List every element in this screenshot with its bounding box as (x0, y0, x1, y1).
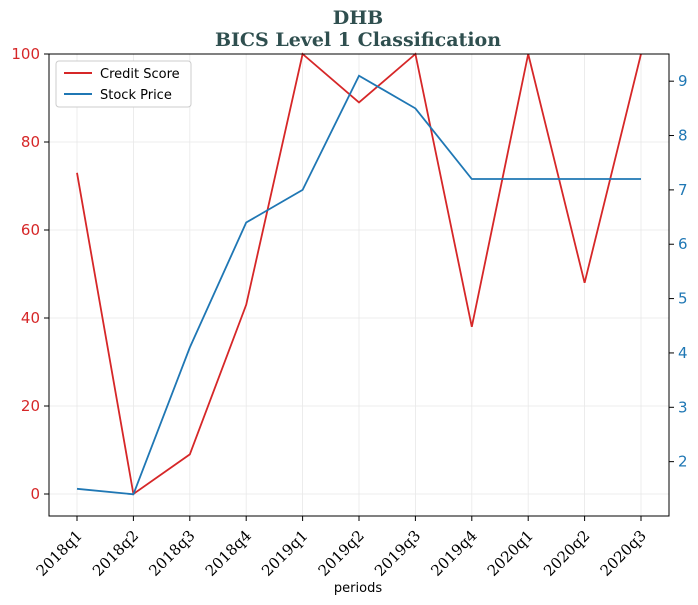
y-tick-label: 20 (21, 397, 40, 415)
y2-tick-label: 8 (678, 127, 688, 145)
chart-title: DHB (333, 7, 384, 29)
legend-label-stock-price: Stock Price (100, 88, 172, 103)
series-line-credit-score (76, 52, 642, 496)
chart-subtitle: BICS Level 1 Classification (215, 29, 501, 51)
x-axis-label: periods (334, 581, 382, 596)
y-tick-label: 80 (21, 133, 40, 151)
x-tick-label: 2019q3 (371, 527, 424, 580)
x-tick-label: 2019q2 (315, 527, 368, 580)
x-tick-label: 2019q4 (427, 527, 480, 580)
y2-tick-label: 6 (678, 235, 688, 253)
x-tick-label: 2020q1 (484, 527, 537, 580)
x-tick-label: 2018q3 (145, 527, 198, 580)
x-tick-label: 2020q3 (597, 527, 650, 580)
y-tick-label: 60 (21, 221, 40, 239)
y-tick-label: 0 (30, 485, 40, 503)
legend: Credit Score Stock Price (55, 60, 192, 108)
y2-tick-label: 9 (678, 72, 688, 90)
legend-label-credit-score: Credit Score (100, 67, 180, 82)
series-line-stock-price (76, 74, 641, 496)
right-y-axis: 2 3 4 5 6 7 8 9 (669, 72, 688, 471)
x-tick-label: 2020q2 (540, 527, 593, 580)
x-tick-label: 2018q4 (202, 527, 255, 580)
grid (49, 53, 669, 516)
y2-tick-label: 3 (678, 398, 688, 416)
x-tick-label: 2019q1 (258, 527, 311, 580)
y-tick-label: 100 (11, 45, 40, 63)
x-axis: 2018q1 2018q2 2018q3 2018q4 2019q1 2019q2 2019… (33, 516, 650, 580)
y2-tick-label: 7 (678, 181, 688, 199)
x-tick-label: 2018q1 (33, 527, 86, 580)
y2-tick-label: 4 (678, 344, 688, 362)
y2-tick-label: 5 (678, 290, 688, 308)
series-lines (76, 52, 642, 496)
y-tick-label: 40 (21, 309, 40, 327)
y2-tick-label: 2 (678, 453, 688, 471)
left-y-axis: 0 20 40 60 80 100 (11, 45, 49, 503)
x-tick-label: 2018q2 (89, 527, 142, 580)
